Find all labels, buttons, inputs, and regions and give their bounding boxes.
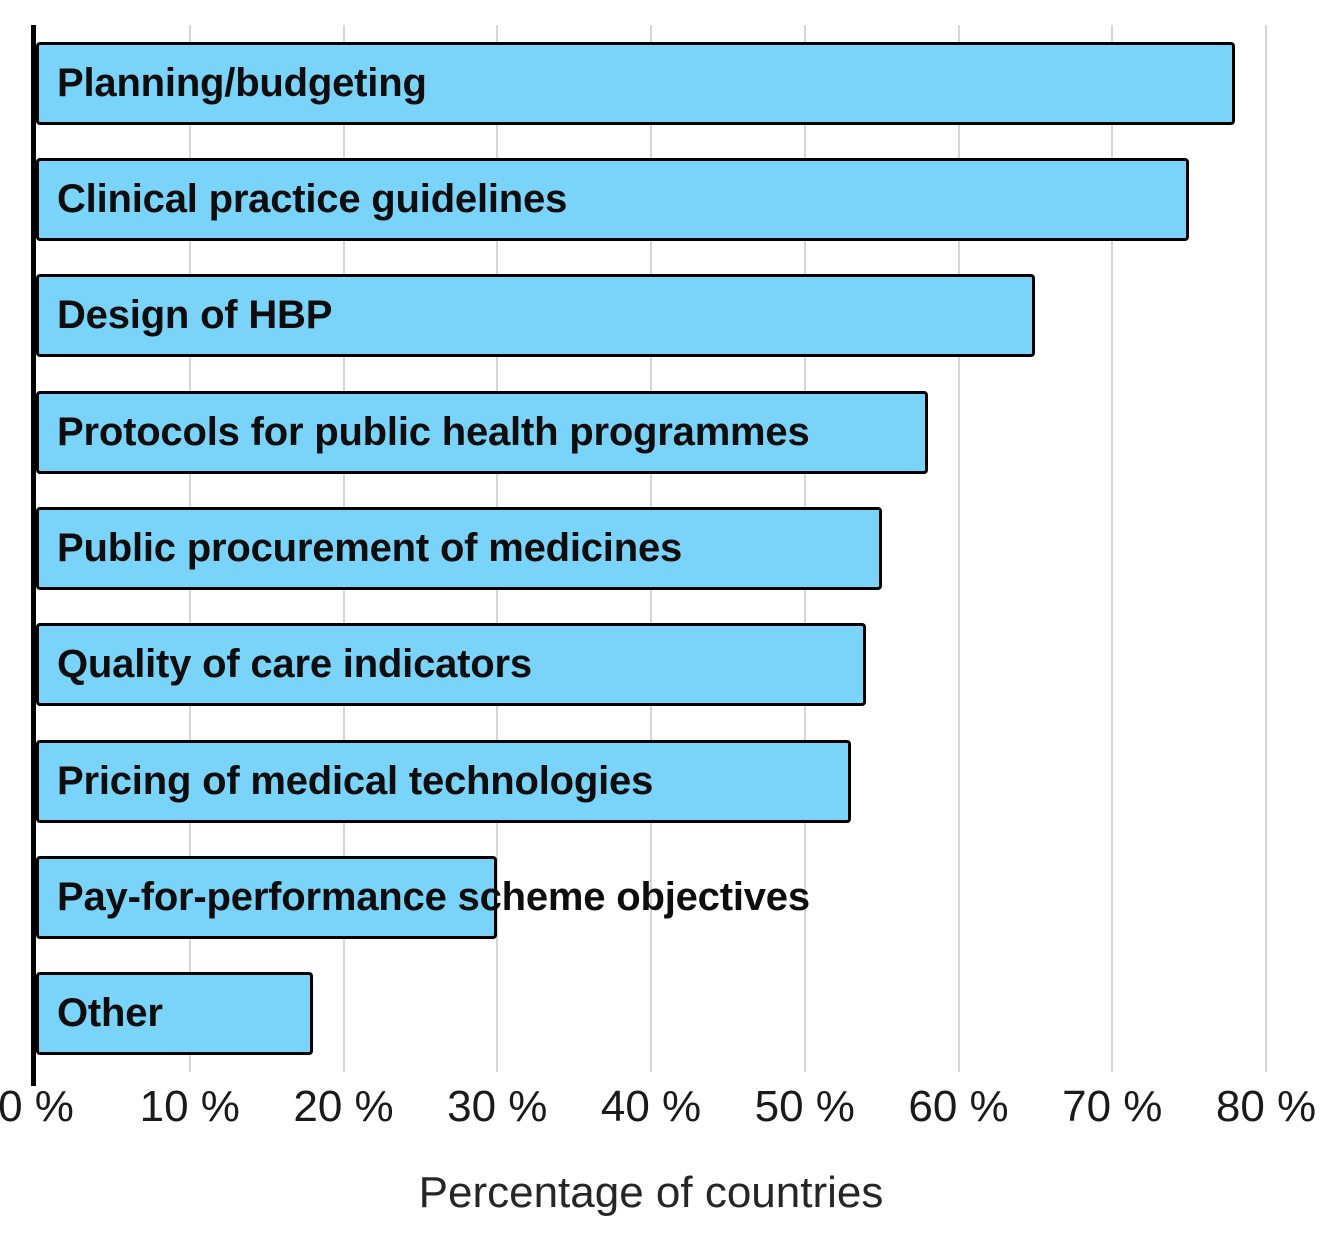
- gridline-70: [1111, 25, 1114, 1072]
- bar-other: Other: [36, 972, 313, 1056]
- bar-label: Protocols for public health programmes: [57, 409, 810, 454]
- bar-row: Clinical practice guidelines: [36, 141, 1266, 257]
- bar-label: Design of HBP: [57, 293, 333, 338]
- bar-row: Planning/budgeting: [36, 25, 1266, 141]
- bars-container: Planning/budgeting Clinical practice gui…: [36, 25, 1266, 1072]
- bar-label: Public procurement of medicines: [57, 525, 683, 570]
- bar-row: Protocols for public health programmes: [36, 374, 1266, 490]
- bar-label: Planning/budgeting: [57, 60, 427, 105]
- x-tick-label-70: 70 %: [1062, 1082, 1163, 1131]
- bar-design-of-hbp: Design of HBP: [36, 274, 1036, 358]
- bar-label: Other: [57, 991, 163, 1036]
- y-axis-line: [31, 25, 36, 1086]
- plot-area: Planning/budgeting Clinical practice gui…: [31, 25, 1267, 1086]
- bar-label: Quality of care indicators: [57, 642, 532, 687]
- x-axis-title: Percentage of countries: [418, 1168, 884, 1217]
- bar-label: Clinical practice guidelines: [57, 176, 568, 221]
- x-tick-label-0: 0 %: [0, 1082, 74, 1131]
- bar-clinical-practice-guidelines: Clinical practice guidelines: [36, 157, 1190, 241]
- bar-label: Pricing of medical technologies: [57, 758, 654, 803]
- bar-label: Pay-for-performance scheme objectives: [57, 874, 810, 919]
- x-tick-label-20: 20 %: [293, 1082, 394, 1131]
- x-tick-label-50: 50 %: [754, 1082, 855, 1131]
- x-tick-label-40: 40 %: [600, 1082, 702, 1131]
- bar-pay-for-performance: Pay-for-performance scheme objectives: [36, 855, 810, 939]
- x-tick-label-60: 60 %: [908, 1082, 1009, 1131]
- x-tick-label-80: 80 %: [1215, 1082, 1317, 1131]
- bar-row: Quality of care indicators: [36, 607, 1266, 723]
- bar-planning-budgeting: Planning/budgeting: [36, 41, 1236, 125]
- gridline-60: [957, 25, 960, 1072]
- bar-protocols-public-health: Protocols for public health programmes: [36, 390, 928, 474]
- bar-row: Design of HBP: [36, 258, 1266, 374]
- bar-row: Public procurement of medicines: [36, 490, 1266, 606]
- bar-pricing-medical-technologies: Pricing of medical technologies: [36, 739, 851, 823]
- bar-quality-of-care-indicators: Quality of care indicators: [36, 623, 867, 707]
- gridline-80: [1265, 25, 1267, 1072]
- bar-row: Pricing of medical technologies: [36, 723, 1266, 839]
- bar-row: Other: [36, 956, 1266, 1072]
- bar-row: Pay-for-performance scheme objectives: [36, 839, 1266, 955]
- x-tick-label-30: 30 %: [447, 1082, 548, 1131]
- bar-public-procurement-medicines: Public procurement of medicines: [36, 506, 882, 590]
- x-tick-label-10: 10 %: [139, 1082, 240, 1131]
- x-axis-ticks: 0 % 10 % 20 % 30 % 40 % 50 % 60 % 70 % 80 %: [0, 1082, 1316, 1138]
